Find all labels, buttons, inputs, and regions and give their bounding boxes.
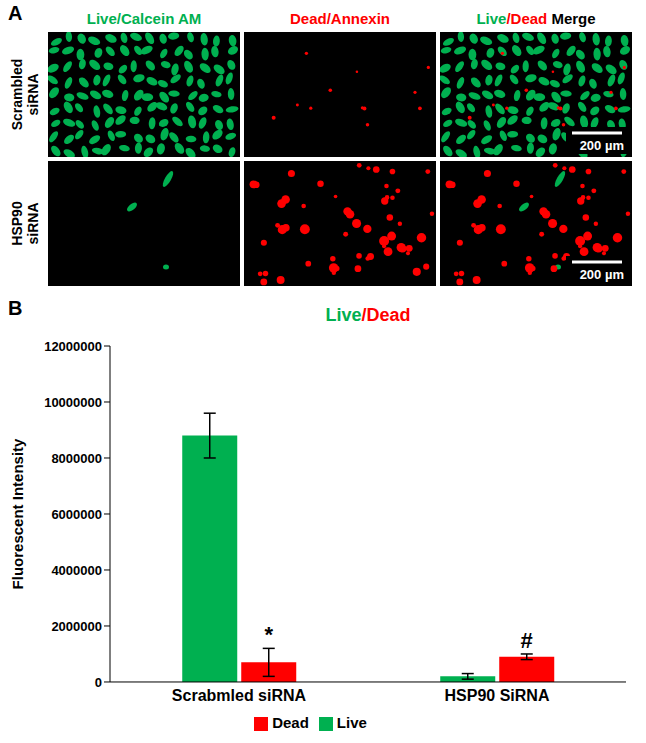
svg-text:12000000: 12000000 — [44, 339, 102, 354]
html-text:Live: Live — [336, 714, 367, 731]
svg-text:A: A — [8, 2, 22, 24]
html-text:Live /Dead: Live /Dead — [325, 305, 411, 325]
svg-text:ScrambledsiRNA: ScrambledsiRNA — [9, 59, 41, 131]
svg-text:4000000: 4000000 — [51, 563, 102, 578]
html-text:B: B — [8, 297, 23, 319]
svg-text:#: # — [521, 628, 533, 653]
svg-text:0: 0 — [95, 675, 102, 690]
svg-text:Fluorescent Intensity: Fluorescent Intensity — [9, 438, 26, 590]
svg-text:Scrabmled siRNA: Scrabmled siRNA — [172, 687, 307, 704]
svg-text:Live/Calcein AM: Live/Calcein AM — [87, 10, 201, 27]
svg-text:HSP90 SiRNA: HSP90 SiRNA — [445, 687, 550, 704]
svg-text:200 µm: 200 µm — [580, 138, 624, 153]
svg-text:Live/Dead Merge: Live/Dead Merge — [476, 10, 595, 27]
svg-text:*: * — [264, 622, 273, 647]
svg-text:200 µm: 200 µm — [580, 267, 624, 282]
svg-text:8000000: 8000000 — [51, 451, 102, 466]
svg-text:HSP90siRNA: HSP90siRNA — [9, 201, 41, 246]
svg-text:2000000: 2000000 — [51, 619, 102, 634]
svg-text:6000000: 6000000 — [51, 507, 102, 522]
svg-text:10000000: 10000000 — [44, 395, 102, 410]
svg-text:Dead/Annexin: Dead/Annexin — [290, 10, 390, 27]
html-text:Dead: Dead — [272, 714, 309, 731]
